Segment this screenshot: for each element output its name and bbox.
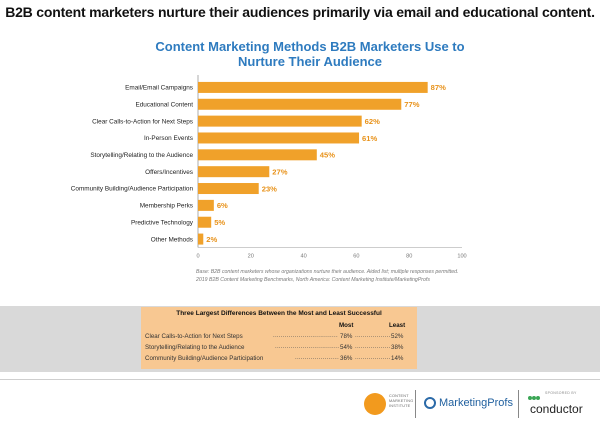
leader-dots: ........................: [295, 355, 339, 361]
most-header: Most: [339, 322, 354, 329]
data-label: 77%: [404, 100, 419, 109]
data-label: 61%: [362, 134, 377, 143]
cmi-line: CONTENT: [389, 394, 409, 398]
bar: [198, 166, 270, 178]
bar: [198, 115, 362, 127]
differences-box: Three Largest Differences Between the Mo…: [141, 307, 417, 369]
logo-separator: [518, 390, 519, 418]
category-label: In-Person Events: [144, 135, 193, 142]
bar: [198, 233, 204, 245]
data-label: 45%: [320, 151, 335, 160]
conductor-logo-icon: [528, 396, 540, 400]
difference-row: Community Building/Audience Participatio…: [145, 355, 415, 365]
x-tick-label: 0: [196, 254, 199, 260]
difference-label: Storytelling/Relating to the Audience: [145, 344, 245, 351]
chart-title: Content Marketing Methods B2B Marketers …: [155, 39, 465, 69]
headline: B2B content marketers nurture their audi…: [5, 4, 595, 20]
bar: [198, 199, 214, 211]
x-tick-label: 40: [300, 254, 306, 260]
category-label: Membership Perks: [140, 203, 193, 210]
least-value: 38%: [391, 344, 404, 351]
least-value: 52%: [391, 333, 404, 340]
marketingprofs-logo-text: MarketingProfs: [439, 397, 513, 409]
x-tick-label: 100: [457, 254, 466, 260]
data-label: 27%: [272, 167, 287, 176]
x-tick-label: 60: [353, 254, 359, 260]
difference-row: Storytelling/Relating to the Audience ..…: [145, 344, 415, 354]
category-label: Other Methods: [151, 236, 193, 243]
marketingprofs-logo-icon: [424, 397, 436, 409]
cmi-logo-text: CONTENT MARKETING INSTITUTE: [389, 394, 413, 409]
most-value: 54%: [340, 344, 353, 351]
bar: [198, 216, 212, 228]
category-label: Educational Content: [135, 101, 193, 108]
footer-divider: [0, 379, 600, 380]
bar: [198, 149, 317, 161]
difference-label: Community Building/Audience Participatio…: [145, 355, 264, 362]
bar: [198, 98, 402, 110]
data-label: 87%: [431, 83, 446, 92]
sponsored-by-label: SPONSORED BY: [545, 391, 577, 395]
data-label: 62%: [365, 117, 380, 126]
data-label: 6%: [217, 201, 228, 210]
category-label: Storytelling/Relating to the Audience: [90, 152, 193, 159]
difference-row: Clear Calls-to-Action for Next Steps ...…: [145, 333, 415, 343]
differences-title: Three Largest Differences Between the Mo…: [176, 310, 382, 317]
logo-separator: [415, 390, 416, 418]
most-value: 36%: [340, 355, 353, 362]
cmi-logo-icon: [364, 393, 386, 415]
base-note: Base: B2B content marketers whose organi…: [196, 269, 459, 283]
least-value: 14%: [391, 355, 404, 362]
least-header: Least: [389, 322, 406, 329]
leader-dots: .................................: [275, 344, 339, 350]
leader-dots: ...................: [355, 333, 390, 339]
cmi-line: MARKETING: [389, 399, 414, 403]
x-tick-label: 80: [406, 254, 412, 260]
category-label: Community Building/Audience Participatio…: [71, 186, 194, 193]
cmi-line: INSTITUTE: [389, 404, 411, 408]
leader-dots: .................................: [273, 333, 338, 339]
data-label: 5%: [214, 218, 225, 227]
x-tick-label: 20: [248, 254, 254, 260]
bar: [198, 132, 360, 144]
category-label: Email/Email Campaigns: [125, 85, 193, 92]
bar: [198, 183, 259, 195]
bar-chart: Email/Email Campaigns 87% Educational Cont…: [71, 75, 467, 260]
category-label: Clear Calls-to-Action for Next Steps: [92, 118, 193, 125]
conductor-logo-text: conductor: [530, 402, 583, 416]
difference-label: Clear Calls-to-Action for Next Steps: [145, 333, 243, 340]
leader-dots: ...................: [355, 355, 390, 361]
footer-logos: CONTENT MARKETING INSTITUTE MarketingPro…: [0, 385, 600, 422]
bar: [198, 81, 428, 93]
data-label: 23%: [262, 184, 277, 193]
category-label: Offers/Incentives: [145, 169, 193, 176]
leader-dots: ...................: [355, 344, 390, 350]
category-label: Predictive Technology: [131, 219, 194, 226]
most-value: 78%: [340, 333, 353, 340]
data-label: 2%: [206, 235, 217, 244]
